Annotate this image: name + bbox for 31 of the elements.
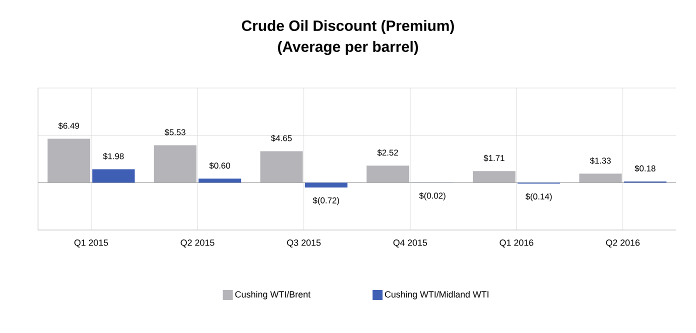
data-label: $1.71 — [484, 154, 504, 162]
data-label: $4.65 — [271, 134, 292, 142]
bar — [198, 178, 242, 183]
bar — [48, 138, 90, 183]
x-tick-label: Q2 2015 — [180, 240, 214, 248]
data-label: $5.53 — [164, 128, 186, 136]
chart-subtitle: (Average per barrel) — [278, 41, 418, 56]
legend-label: Cushing WTI/Midland WTI — [385, 290, 488, 300]
legend-label: Cushing WTI/Brent — [235, 290, 310, 300]
data-label: $2.52 — [377, 149, 398, 156]
data-label: $0.60 — [209, 162, 230, 170]
x-tick-label: Q4 2015 — [393, 240, 427, 248]
bar — [472, 171, 516, 183]
bar — [304, 182, 348, 188]
bar — [154, 145, 196, 183]
x-tick-label: Q1 2016 — [500, 240, 534, 248]
data-label: $(0.14) — [526, 193, 552, 202]
bar — [366, 166, 410, 183]
data-label: $1.33 — [590, 157, 611, 164]
bar — [579, 174, 622, 183]
x-tick-label: Q2 2016 — [606, 240, 640, 248]
x-tick-label: Q3 2015 — [287, 240, 321, 248]
x-tick-label: Q1 2015 — [74, 240, 108, 248]
data-label: $1.98 — [103, 152, 124, 160]
bar — [260, 151, 303, 183]
bar — [92, 169, 135, 183]
data-label: $(0.72) — [312, 197, 340, 206]
data-label: $0.18 — [634, 165, 656, 172]
chart-title: Crude Oil Discount (Premium) — [242, 20, 454, 34]
data-label: $6.49 — [58, 122, 80, 130]
data-label: $(0.02) — [419, 192, 446, 200]
